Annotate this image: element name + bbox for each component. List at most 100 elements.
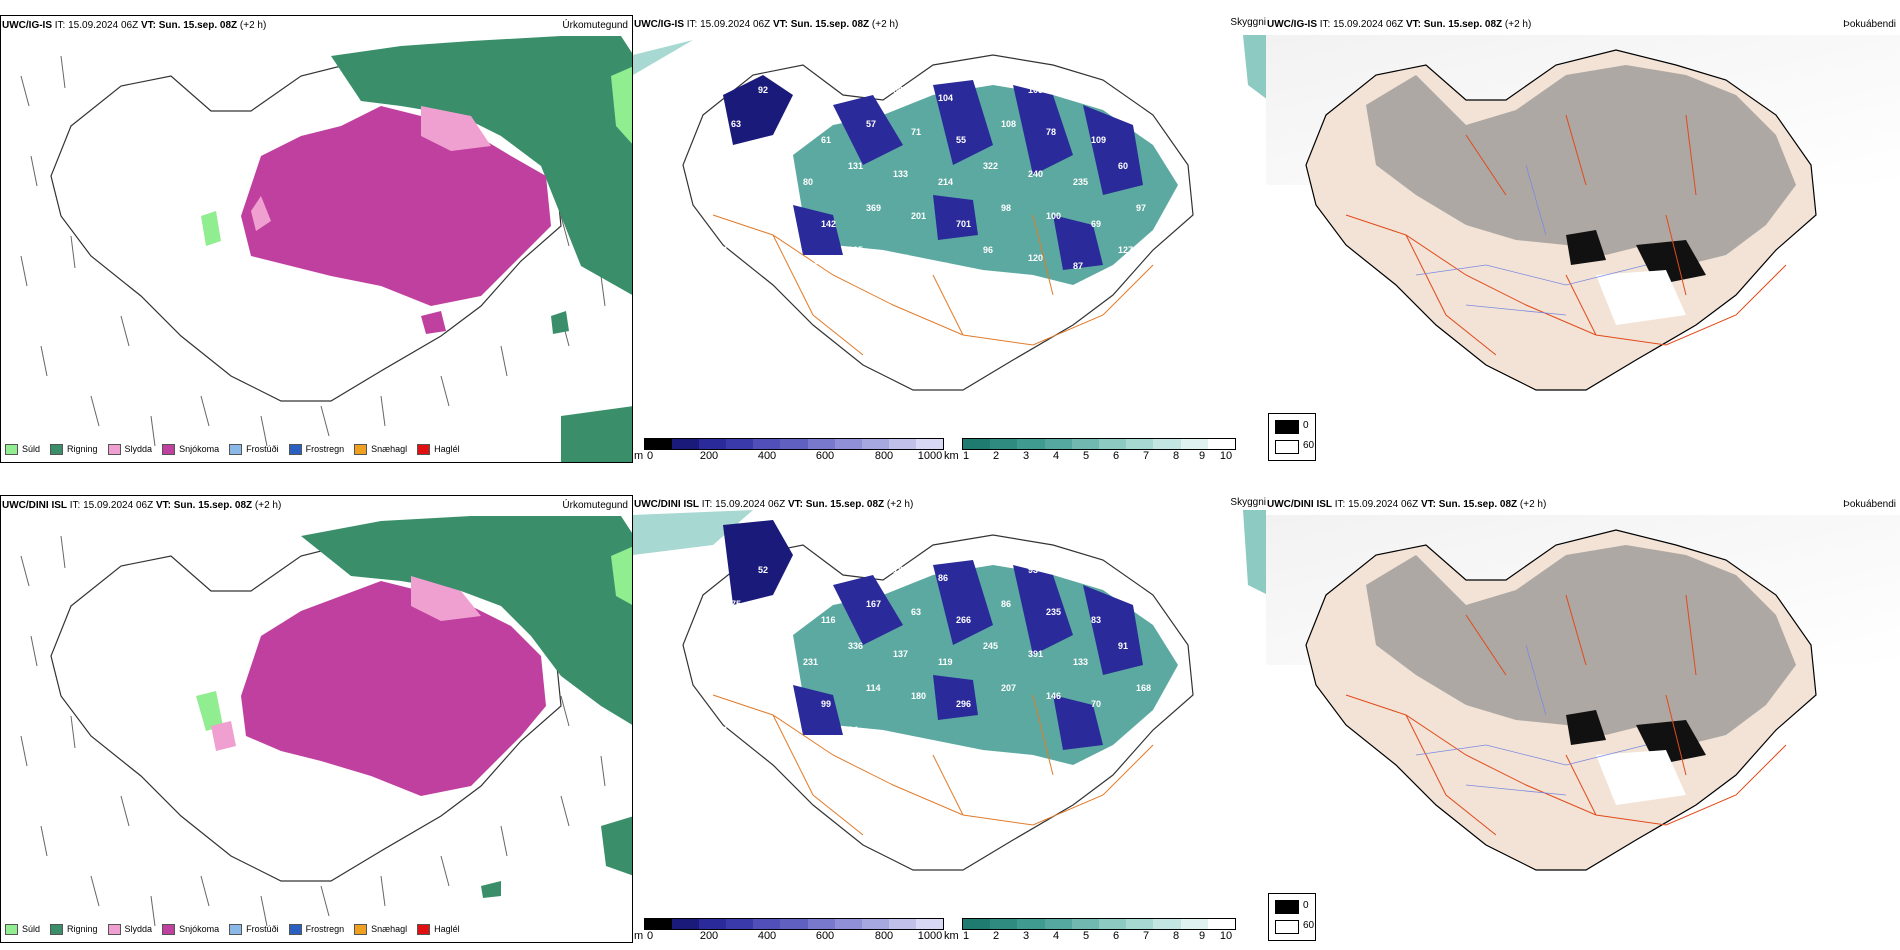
height-colorbar: m 0 200 400 600 800 1000 xyxy=(634,918,944,944)
legend-swatch xyxy=(417,923,431,935)
visibility-colorbar-swatches xyxy=(962,918,1236,930)
panel-header: UWC/IG-IS IT: 15.09.2024 06Z VT: Sun. 15… xyxy=(2,20,267,31)
legend-item: Snjókoma xyxy=(162,443,219,455)
legend-swatch xyxy=(288,443,302,455)
height-tick: 0 xyxy=(646,930,654,942)
panel-title: Úrkomutegund xyxy=(562,500,628,511)
vis-tick: 6 xyxy=(1112,450,1120,462)
precip-type-map xyxy=(20,516,632,927)
height-tick: 1000 xyxy=(917,450,943,462)
legend-item: Haglél xyxy=(417,443,460,455)
panel-header: UWC/IG-IS IT: 15.09.2024 06Z VT: Sun. 15… xyxy=(634,19,899,30)
height-tick: 600 xyxy=(815,930,835,942)
legend-item: Frostregn xyxy=(288,443,344,455)
legend-swatch xyxy=(229,923,243,935)
vis-tick: 7 xyxy=(1142,450,1150,462)
visibility-colorbar-swatches xyxy=(962,438,1236,450)
panel-header: UWC/DINI ISL IT: 15.09.2024 06Z VT: Sun.… xyxy=(1267,499,1547,510)
fog-legend: 0 60 xyxy=(1268,893,1316,941)
vis-tick: 8 xyxy=(1172,930,1180,942)
vis-tick: 3 xyxy=(1022,450,1030,462)
legend-swatch xyxy=(5,923,18,935)
height-tick: 200 xyxy=(699,450,719,462)
legend-item: Slydda xyxy=(107,923,152,935)
vis-tick: 1 xyxy=(962,450,970,462)
legend-swatch xyxy=(162,923,176,935)
height-tick: 600 xyxy=(815,450,835,462)
legend-item: Snæhagl xyxy=(354,443,407,455)
panel-title: Skyggni xyxy=(1230,17,1266,28)
visibility-panel-ig-is: UWC/IG-IS IT: 15.09.2024 06Z VT: Sun. 15… xyxy=(633,15,1268,463)
vis-tick: 2 xyxy=(992,450,1000,462)
legend-swatch xyxy=(5,443,18,455)
legend-swatch xyxy=(288,923,302,935)
fog-index-map xyxy=(1266,35,1900,391)
vis-tick: 7 xyxy=(1142,930,1150,942)
legend-item: Frostúði xyxy=(229,443,279,455)
height-tick: 400 xyxy=(757,930,777,942)
vis-tick: 5 xyxy=(1082,930,1090,942)
height-tick: 200 xyxy=(699,930,719,942)
vis-tick: 3 xyxy=(1022,930,1030,942)
panel-header: UWC/DINI ISL IT: 15.09.2024 06Z VT: Sun.… xyxy=(2,500,282,511)
precip-type-map xyxy=(20,36,632,462)
vis-tick: 2 xyxy=(992,930,1000,942)
legend-item: Rigning xyxy=(50,923,98,935)
panel-title: Úrkomutegund xyxy=(562,20,628,31)
vis-tick: 10 xyxy=(1219,930,1233,942)
legend-swatch xyxy=(417,443,431,455)
vis-tick: 9 xyxy=(1198,930,1206,942)
legend-swatch xyxy=(50,923,64,935)
fog-legend: 0 60 xyxy=(1268,413,1316,461)
panel-title: Þokuábendi xyxy=(1843,19,1896,30)
height-tick: 800 xyxy=(874,930,894,942)
panel-title: Þokuábendi xyxy=(1843,499,1896,510)
legend-item: Slydda xyxy=(107,443,152,455)
road-network xyxy=(712,214,1154,356)
legend-swatch xyxy=(50,443,64,455)
legend-swatch xyxy=(107,923,121,935)
legend-item: Haglél xyxy=(417,923,460,935)
precip-type-panel-dini: UWC/DINI ISL IT: 15.09.2024 06Z VT: Sun.… xyxy=(0,495,633,943)
height-tick: 1000 xyxy=(917,930,943,942)
legend-item: Snjókoma xyxy=(162,923,219,935)
vis-tick: 1 xyxy=(962,930,970,942)
fog-index-panel-ig-is: UWC/IG-IS IT: 15.09.2024 06Z VT: Sun. 15… xyxy=(1266,15,1900,463)
visibility-map xyxy=(633,510,1268,871)
legend-swatch xyxy=(107,443,121,455)
legend-item: Rigning xyxy=(50,443,98,455)
height-tick: 0 xyxy=(646,450,654,462)
panel-header: UWC/DINI ISL IT: 15.09.2024 06Z VT: Sun.… xyxy=(634,499,914,510)
fog-index-map xyxy=(1266,515,1900,871)
visibility-panel-dini: UWC/DINI ISL IT: 15.09.2024 06Z VT: Sun.… xyxy=(633,495,1268,943)
legend-swatch xyxy=(229,443,243,455)
legend-item: Frostúði xyxy=(229,923,279,935)
panel-title: Skyggni xyxy=(1230,497,1266,508)
precip-legend: Súld Rigning Slydda Snjókoma Frostúði Fr… xyxy=(5,440,460,458)
fog-index-panel-dini: UWC/DINI ISL IT: 15.09.2024 06Z VT: Sun.… xyxy=(1266,495,1900,943)
vis-tick: 5 xyxy=(1082,450,1090,462)
height-colorbar-swatches xyxy=(644,918,944,930)
legend-swatch xyxy=(354,923,368,935)
precip-type-panel-ig-is: UWC/IG-IS IT: 15.09.2024 06Z VT: Sun. 15… xyxy=(0,15,633,463)
legend-item: Frostregn xyxy=(288,923,344,935)
vis-tick: 10 xyxy=(1219,450,1233,462)
legend-swatch xyxy=(162,443,176,455)
vis-tick: 9 xyxy=(1198,450,1206,462)
visibility-colorbar: km 1 2 3 4 5 6 7 8 9 10 xyxy=(944,438,1239,464)
height-colorbar: m 0 200 400 600 800 1000 xyxy=(634,438,944,464)
legend-item: Súld xyxy=(5,923,40,935)
vis-tick: 4 xyxy=(1052,930,1060,942)
vis-tick: 6 xyxy=(1112,930,1120,942)
legend-item: Snæhagl xyxy=(354,923,407,935)
panel-header: UWC/IG-IS IT: 15.09.2024 06Z VT: Sun. 15… xyxy=(1267,19,1532,30)
precip-legend: Súld Rigning Slydda Snjókoma Frostúði Fr… xyxy=(5,920,460,938)
height-colorbar-swatches xyxy=(644,438,944,450)
legend-swatch xyxy=(354,443,368,455)
vis-tick: 4 xyxy=(1052,450,1060,462)
height-tick: 800 xyxy=(874,450,894,462)
height-tick: 400 xyxy=(757,450,777,462)
visibility-map xyxy=(633,35,1268,391)
legend-item: Súld xyxy=(5,443,40,455)
vis-tick: 8 xyxy=(1172,450,1180,462)
